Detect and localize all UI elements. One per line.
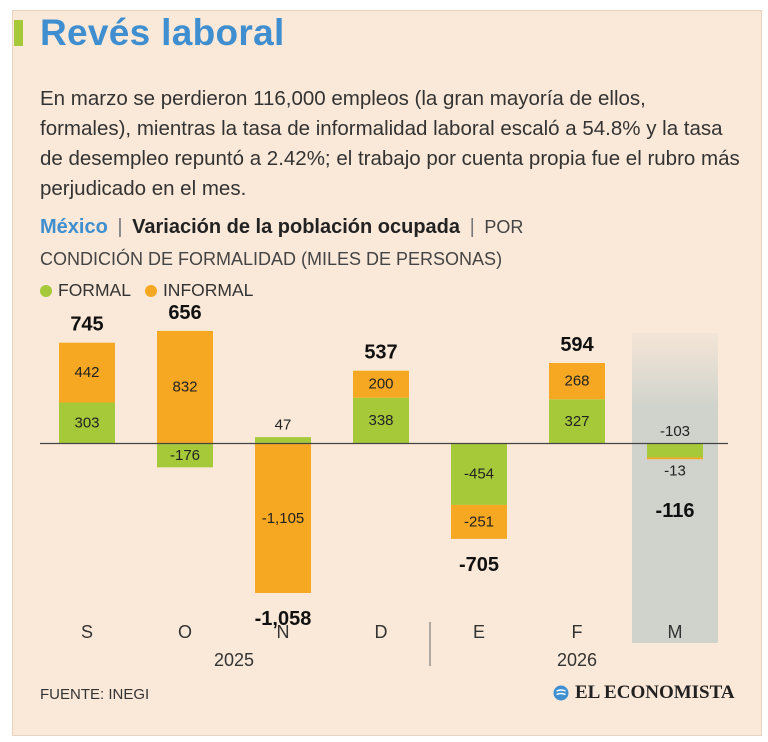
bar-informal-M-6 [647,457,703,460]
label-total-4: -705 [459,554,499,576]
subtitle-metric: Variación de la población ocupada [132,216,461,238]
subtitle-unit-line1: POR [484,217,524,237]
x-tick-label-2: N [277,622,290,642]
label-informal-0: 442 [74,364,99,381]
bar-formal-O-1 [157,443,213,468]
label-total-1: 656 [168,302,201,324]
label-formal-0: 303 [74,415,99,432]
bar-informal-O-1 [157,330,213,444]
bar-formal-N-2 [255,437,311,444]
x-tick-label-1: O [178,622,192,642]
legend-informal-label: INFORMAL [162,280,254,300]
label-informal-1: 832 [172,379,197,396]
label-formal-3: 338 [368,412,393,429]
bar-formal-F-5 [549,399,605,444]
brand-e-icon [553,685,569,701]
highlight-column-march [632,333,718,643]
label-informal-6: -13 [664,463,686,480]
x-tick-label-3: D [375,622,388,642]
brand-logo: EL ECONOMISTA [553,682,735,704]
legend-formal-dot [40,284,52,297]
x-tick-label-4: E [473,622,485,642]
title-accent-bar [14,20,23,46]
year-label-2026: 2026 [557,650,597,670]
label-total-6: -116 [656,500,695,522]
label-total-0: 745 [70,314,103,336]
bar-informal-E-4 [451,504,507,539]
bar-formal-E-4 [451,443,507,505]
source-note: FUENTE: INEGI [40,686,150,703]
subtitle-country: México [40,216,108,238]
label-total-2: -1,058 [255,608,312,630]
year-label-2025: 2025 [214,650,254,670]
label-total-5: 594 [560,334,594,356]
intro-text: En marzo se perdieron 116,000 empleos (l… [40,87,740,200]
legend-item-informal: INFORMAL [144,280,254,301]
page-title: Revés laboral [40,12,285,53]
legend-informal-dot [144,284,157,297]
label-formal-6: -103 [660,423,690,440]
chart-legend: FORMAL INFORMAL [40,280,267,301]
bar-formal-D-3 [353,397,409,444]
label-formal-5: 327 [564,413,589,430]
x-tick-label-5: F [572,622,583,642]
subtitle-unit-line2: CONDICIÓN DE FORMALIDAD (MILES DE PERSON… [40,249,503,269]
bar-informal-N-2 [255,443,311,594]
label-informal-4: -251 [464,513,494,530]
x-tick-label-6: M [668,622,683,642]
bar-formal-M-6 [647,443,703,458]
bar-formal-S-0 [59,402,115,444]
subtitle-separator-2: | [469,216,475,238]
label-informal-2: -1,105 [262,510,305,527]
label-formal-4: -454 [464,466,494,483]
bar-informal-S-0 [59,342,115,403]
legend-formal-label: FORMAL [58,280,131,300]
x-tick-label-0: S [81,622,93,642]
label-total-3: 537 [364,342,397,364]
legend-item-formal: FORMAL [40,280,131,301]
brand-name: EL ECONOMISTA [575,682,735,703]
subtitle-separator-1: | [117,216,123,238]
chart-subtitle: México | Variación de la población ocupa… [40,216,523,239]
bar-informal-D-3 [353,370,409,398]
label-informal-3: 200 [368,376,393,393]
bar-informal-F-5 [549,362,605,400]
label-formal-2: 47 [275,417,292,434]
label-informal-5: 268 [564,373,589,390]
label-formal-1: -176 [170,447,200,464]
